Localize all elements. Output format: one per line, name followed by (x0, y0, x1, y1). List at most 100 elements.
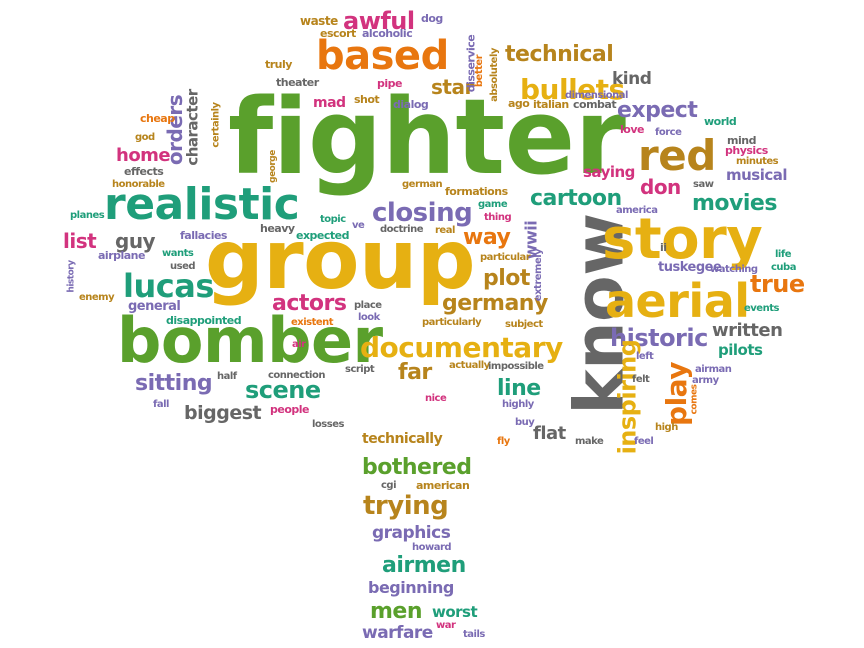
word-ve: ve (352, 220, 365, 231)
word-mind: mind (727, 134, 756, 147)
word-worst: worst (432, 603, 478, 621)
word-wants: wants (162, 248, 194, 259)
word-musical: musical (726, 166, 788, 184)
word-cuba: cuba (771, 262, 796, 273)
word-doctrine: doctrine (380, 224, 424, 235)
word-half: half (217, 371, 237, 382)
word-extremely: extremely (533, 248, 545, 302)
word-graphics: graphics (372, 523, 451, 543)
word-absolutely: absolutely (488, 48, 500, 102)
word-german: german (402, 179, 443, 190)
word-way: way (463, 225, 511, 250)
word-watching: watching (710, 264, 758, 275)
word-america: america (616, 205, 658, 216)
word-awful: awful (343, 7, 415, 35)
word-people: people (270, 403, 310, 416)
word-don: don (640, 175, 681, 199)
word-airman: airman (695, 364, 732, 375)
word-italian: italian (533, 98, 569, 111)
word-place: place (354, 300, 382, 311)
word-airplane: airplane (98, 249, 145, 262)
word-alcoholic: alcoholic (362, 27, 413, 40)
word-connection: connection (268, 370, 325, 381)
word-force: force (655, 127, 682, 138)
word-technically: technically (362, 431, 443, 447)
word-play: play (659, 362, 693, 426)
word-pipe: pipe (377, 77, 402, 90)
word-story: story (602, 207, 763, 272)
word-orders: orders (163, 94, 188, 166)
word-bullets: bullets (520, 73, 625, 106)
word-world: world (704, 115, 737, 128)
word-feel: feel (634, 436, 654, 447)
word-fallacies: fallacies (180, 229, 227, 242)
word-minutes: minutes (736, 156, 779, 167)
word-planes: planes (70, 210, 105, 221)
word-events: events (744, 303, 779, 314)
word-army: army (692, 375, 719, 386)
word-biggest: biggest (184, 402, 262, 424)
word-cgi: cgi (381, 480, 397, 491)
word-honorable: honorable (112, 179, 165, 190)
word-formations: formations (445, 185, 508, 198)
word-life: life (775, 249, 792, 260)
word-enemy: enemy (79, 292, 115, 303)
word-high: high (655, 422, 678, 433)
word-based: based (316, 33, 449, 79)
word-red: red (638, 131, 716, 180)
word-combat: combat (573, 98, 617, 111)
word-particular: particular (480, 252, 531, 263)
word-airmen: airmen (382, 553, 466, 578)
word-escort: escort (320, 27, 356, 40)
word-group: group (205, 213, 476, 308)
word-tails: tails (463, 629, 485, 640)
word-far: far (398, 360, 432, 385)
word-waste: waste (300, 14, 338, 28)
word-existent: existent (291, 317, 334, 328)
word-saying: saying (583, 163, 635, 181)
word-men: men (370, 599, 423, 624)
word-actors: actors (272, 291, 347, 316)
word-dog: dog (421, 12, 443, 25)
word-felt: felt (632, 374, 650, 385)
word-war: war (436, 620, 456, 631)
word-subject: subject (505, 319, 543, 330)
word-list: list (63, 229, 97, 253)
word-flat: flat (533, 423, 566, 444)
word-love: love (620, 123, 644, 136)
word-home: home (116, 145, 171, 166)
word-theater: theater (276, 76, 319, 89)
word-guy: guy (115, 229, 156, 253)
word-thing: thing (484, 212, 512, 223)
word-beginning: beginning (368, 578, 454, 597)
word-script: script (345, 364, 375, 375)
word-expect: expect (617, 98, 698, 123)
word-germany: germany (442, 291, 548, 316)
word-closing: closing (372, 198, 473, 228)
word-ii: ii (660, 241, 667, 254)
word-real: real (435, 225, 455, 236)
word-documentary: documentary (360, 331, 563, 364)
word-ago: ago (508, 97, 530, 110)
word-realistic: realistic (104, 179, 300, 230)
word-lucas: lucas (123, 267, 214, 305)
word-disappointed: disappointed (166, 314, 242, 327)
word-fighter: fighter (228, 76, 626, 198)
word-sitting: sitting (135, 371, 213, 396)
word-game: game (478, 199, 508, 210)
word-cheap: cheap (140, 112, 175, 125)
word-american: american (416, 479, 470, 492)
word-god: god (135, 132, 155, 143)
word-actually: actually (449, 360, 490, 371)
word-truly: truly (265, 58, 292, 71)
word-movies: movies (692, 191, 777, 216)
word-dialog: dialog (393, 98, 429, 111)
word-cartoon: cartoon (530, 186, 622, 211)
word-nice: nice (425, 393, 447, 404)
word-trying: trying (363, 491, 449, 521)
word-heavy: heavy (260, 222, 295, 235)
word-george: george (267, 150, 278, 183)
word-plot: plot (483, 266, 530, 291)
word-warfare: warfare (362, 623, 433, 643)
